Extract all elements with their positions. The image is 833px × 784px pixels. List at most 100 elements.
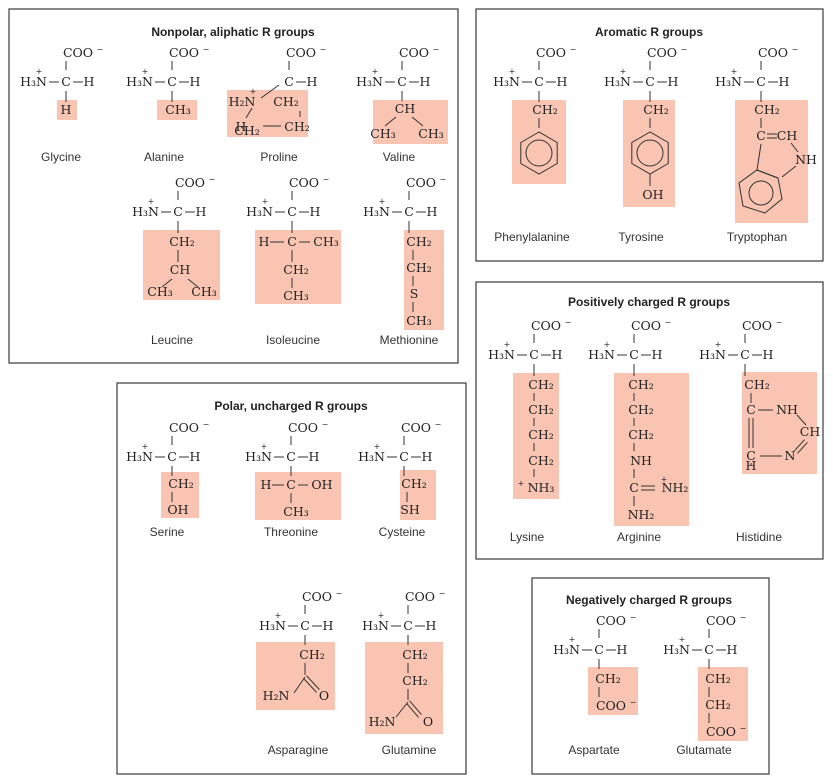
- negative-charge-sign: −: [435, 420, 442, 429]
- r-group-atom: H: [236, 119, 247, 134]
- bond-line: [384, 116, 397, 127]
- negative-charge-sign: −: [740, 613, 747, 622]
- amino-acid-name-histidine: Histidine: [736, 530, 782, 544]
- alpha-hydrogen: H: [427, 204, 438, 219]
- aromatic-ring-circle: [748, 180, 774, 206]
- bond-line: [395, 701, 409, 718]
- positive-charge-sign: +: [620, 67, 627, 76]
- r-group-highlight: [513, 373, 559, 499]
- alpha-hydrogen: H: [617, 642, 628, 657]
- alpha-hydrogen: H: [323, 618, 334, 633]
- amino-acid-name-cysteine: Cysteine: [379, 525, 426, 539]
- positive-charge-sign: +: [372, 67, 379, 76]
- amino-group: H₃N: [715, 74, 742, 89]
- r-group-atom: NH: [776, 402, 798, 417]
- positive-charge-sign: +: [715, 340, 722, 349]
- alpha-carbon: C: [300, 618, 310, 633]
- alpha-carbon: C: [629, 347, 639, 362]
- alpha-carbon: C: [399, 449, 409, 464]
- r-group-atom: CH₃: [418, 126, 443, 141]
- double-bond-line: [406, 702, 419, 718]
- r-group-atom: C: [286, 477, 296, 492]
- r-group-atom: CH₃: [283, 504, 308, 519]
- r-group-atom: H: [746, 458, 757, 473]
- carboxylate-group: COO: [289, 175, 319, 190]
- negative-charge-sign: −: [203, 420, 210, 429]
- alpha-carbon: C: [397, 74, 407, 89]
- bond-line: [245, 107, 253, 119]
- positive-charge-sign: +: [261, 442, 268, 451]
- carboxylate-group: COO: [302, 589, 332, 604]
- alpha-carbon: C: [61, 74, 71, 89]
- r-group-atom: H: [259, 234, 270, 249]
- carboxylate-group: COO: [631, 318, 661, 333]
- r-group-atom: O: [423, 714, 433, 729]
- alpha-hydrogen: H: [557, 74, 568, 89]
- positive-charge-sign: +: [518, 479, 525, 488]
- carboxylate-group: COO: [596, 613, 626, 628]
- amino-acid-name-threonine: Threonine: [264, 525, 318, 539]
- r-group-atom: CH: [395, 101, 416, 116]
- r-group-highlight: [255, 472, 341, 520]
- r-group-atom: CH₂: [643, 102, 668, 117]
- amino-group: H₃N: [362, 618, 389, 633]
- alpha-hydrogen: H: [196, 204, 207, 219]
- r-group-atom: CH₂: [705, 697, 730, 712]
- positive-charge-sign: +: [142, 442, 149, 451]
- r-group-atom: CH₂: [273, 94, 298, 109]
- amino-acid-name-valine: Valine: [383, 150, 416, 164]
- indole-benzene-ring: [738, 169, 783, 214]
- r-group-atom: CH₃: [370, 126, 395, 141]
- r-group-atom: CH₂: [744, 377, 769, 392]
- panel-polar-title: Polar, uncharged R groups: [214, 399, 368, 413]
- negative-charge-sign: −: [336, 589, 343, 598]
- positive-charge-sign: +: [569, 635, 576, 644]
- alpha-hydrogen: H: [420, 74, 431, 89]
- r-group-atom: COO: [706, 724, 736, 739]
- alpha-carbon: C: [287, 204, 297, 219]
- negative-charge-sign: −: [440, 175, 447, 184]
- aromatic-ring-circle: [525, 139, 553, 167]
- r-group-highlight: [400, 470, 436, 520]
- amino-acid-name-proline: Proline: [260, 150, 298, 164]
- r-group-highlight: [255, 230, 341, 304]
- carboxylate-group: COO: [647, 45, 677, 60]
- double-bond-line: [794, 439, 805, 451]
- alpha-carbon: C: [740, 347, 750, 362]
- negative-charge-sign: −: [740, 724, 747, 733]
- aromatic-ring-circle: [636, 139, 664, 167]
- amino-acid-name-methionine: Methionine: [380, 333, 439, 347]
- r-group-atom: CH: [800, 424, 821, 439]
- r-group-highlight: [373, 100, 448, 144]
- carboxylate-group: COO: [405, 589, 435, 604]
- amino-group: H₃N: [493, 74, 520, 89]
- amino-acid-name-glycine: Glycine: [41, 150, 81, 164]
- amino-group: H₃N: [588, 347, 615, 362]
- bond-line: [161, 278, 173, 288]
- alpha-hydrogen: H: [763, 347, 774, 362]
- r-group-atom: CH₂: [532, 102, 557, 117]
- positive-charge-sign: +: [142, 67, 149, 76]
- carboxylate-group: COO: [288, 420, 318, 435]
- r-group-atom: CH₂: [528, 402, 553, 417]
- bond-line: [796, 414, 807, 426]
- amino-group: H₃N: [126, 449, 153, 464]
- alpha-carbon: C: [404, 204, 414, 219]
- r-group-atom: CH₂: [595, 671, 620, 686]
- alpha-carbon: C: [534, 74, 544, 89]
- r-group-highlight: [698, 667, 748, 741]
- r-group-highlight: [735, 100, 808, 223]
- amino-acid-name-aspartate: Aspartate: [568, 743, 620, 757]
- r-group-atom: NH₂: [662, 480, 689, 495]
- negative-charge-sign: −: [681, 45, 688, 54]
- amino-acid-name-lysine: Lysine: [510, 530, 545, 544]
- carboxylate-group: COO: [706, 613, 736, 628]
- r-group-highlight: [404, 230, 444, 330]
- r-group-atom: C: [746, 448, 756, 463]
- alpha-hydrogen: H: [307, 74, 318, 89]
- amino-acid-name-isoleucine: Isoleucine: [266, 333, 320, 347]
- negative-charge-sign: −: [433, 45, 440, 54]
- r-group-atom: C: [746, 402, 756, 417]
- carboxylate-group: COO: [531, 318, 561, 333]
